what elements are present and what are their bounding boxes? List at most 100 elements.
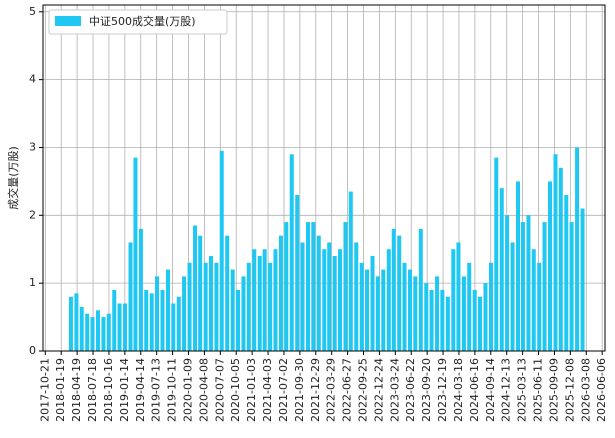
bar [144,289,149,351]
y-axis-label: 成交量(万股) [6,146,20,210]
x-tick-label: 2023-06-22 [404,358,417,422]
y-tick-label: 3 [29,140,36,153]
x-tick-label: 2025-09-09 [547,358,560,422]
bar [327,242,332,351]
x-tick-label: 2024-09-14 [484,358,497,422]
bar [531,249,536,351]
bar [424,283,429,351]
legend-box [48,9,228,35]
bar [117,303,122,351]
bar [138,228,143,351]
bar [101,317,106,351]
bar [332,256,337,351]
x-tick-label: 2018-07-18 [86,358,99,422]
bar [558,167,563,351]
bar [149,293,154,351]
bar [499,188,504,351]
bar [526,215,531,351]
x-tick-label: 2024-06-16 [468,358,481,422]
x-tick-label: 2019-01-14 [118,358,131,422]
bar [284,222,289,351]
bar [370,256,375,351]
bar [230,269,235,351]
bar [278,235,283,351]
x-tick-label: 2021-12-29 [309,358,322,422]
bar [176,296,181,351]
bar [235,289,240,351]
bar [461,276,466,351]
bar [488,262,493,351]
bar [74,293,79,351]
bar [542,222,547,351]
bar [68,296,73,351]
bar [171,303,176,351]
bar [418,228,423,351]
bar [494,157,499,351]
bar [241,276,246,351]
bar [365,269,370,351]
y-tick-label: 4 [29,73,36,86]
bar [262,249,267,351]
bar [520,222,525,351]
x-tick-label: 2022-09-25 [357,358,370,422]
x-tick-label: 2019-10-11 [166,358,179,422]
x-tick-label: 2020-04-08 [197,358,210,422]
bar [252,249,257,351]
x-tick-label: 2021-04-03 [261,358,274,422]
bar [316,235,321,351]
bar [386,249,391,351]
bar [79,306,84,351]
x-tick-label: 2023-12-19 [436,358,449,422]
bar [198,235,203,351]
x-tick-label: 2026-06-06 [595,358,608,422]
bar [451,249,456,351]
x-tick-label: 2020-01-09 [181,358,194,422]
bar [435,276,440,351]
bar [273,249,278,351]
y-tick-label: 1 [29,276,36,289]
x-tick-label: 2025-12-08 [563,358,576,422]
x-tick-label: 2019-04-14 [134,358,147,422]
y-tick-label: 2 [29,208,36,221]
bar [160,289,165,351]
bar [214,262,219,351]
bar [193,225,198,351]
bar [381,269,386,351]
bar [289,154,294,351]
bar [306,222,311,351]
x-tick-label: 2020-07-07 [213,358,226,422]
x-tick-label: 2025-06-11 [532,358,545,422]
bar [510,242,515,351]
x-tick-label: 2018-01-19 [54,358,67,422]
bar [165,269,170,351]
bar [106,313,111,351]
x-tick-label: 2021-07-02 [277,358,290,422]
bar [348,191,353,351]
x-tick-label: 2020-10-05 [229,358,242,422]
x-tick-label: 2023-03-24 [388,358,401,422]
bar [537,262,542,351]
bar [575,147,580,351]
bar [456,242,461,351]
x-tick-label: 2022-03-29 [325,358,338,422]
bar [128,242,133,351]
bar [354,242,359,351]
legend-label: 中证500成交量(万股) [89,14,196,28]
bar [85,313,90,351]
bar [133,157,138,351]
bar [375,276,380,351]
bar [429,289,434,351]
bar [580,208,585,351]
bar [483,283,488,351]
bar [257,256,262,351]
bar [112,289,117,351]
bar [548,181,553,351]
bar [208,256,213,351]
bar [187,262,192,351]
bar [219,150,224,351]
bar [225,235,230,351]
bar [322,249,327,351]
x-tick-label: 2018-04-19 [70,358,83,422]
bar [569,222,574,351]
